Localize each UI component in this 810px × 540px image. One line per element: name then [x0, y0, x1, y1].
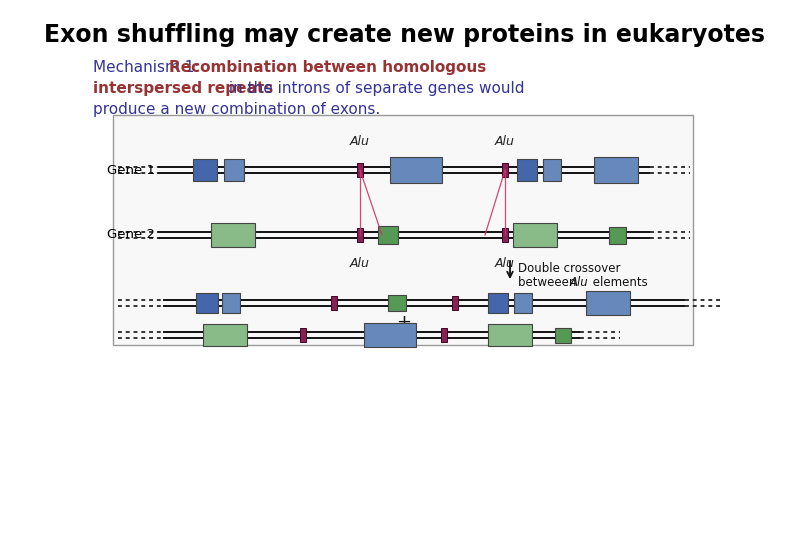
Text: elements: elements	[589, 276, 648, 289]
Bar	[594, 157, 638, 183]
Text: Alu: Alu	[350, 135, 370, 148]
Bar	[543, 159, 561, 181]
Bar	[390, 157, 442, 183]
Bar	[203, 324, 247, 346]
Bar	[452, 296, 458, 310]
Bar	[357, 228, 363, 242]
Bar	[517, 159, 537, 181]
Bar	[357, 163, 363, 177]
Text: Gene 2: Gene 2	[107, 228, 155, 241]
Bar	[388, 295, 406, 311]
Bar	[300, 328, 306, 342]
Text: Alu: Alu	[495, 135, 515, 148]
Text: Double crossover: Double crossover	[518, 262, 620, 275]
Bar	[514, 293, 532, 313]
Text: Alu: Alu	[350, 257, 370, 270]
Bar	[364, 323, 416, 347]
Bar	[378, 226, 398, 244]
Text: Alu: Alu	[570, 276, 589, 289]
Bar	[586, 291, 630, 315]
Bar	[502, 163, 508, 177]
Bar	[513, 223, 557, 247]
Text: +: +	[397, 313, 411, 331]
Bar	[441, 328, 447, 342]
Text: Mechanism 1:: Mechanism 1:	[93, 60, 204, 75]
Text: in the introns of separate genes would: in the introns of separate genes would	[224, 81, 525, 96]
Text: Recombination between homologous: Recombination between homologous	[169, 60, 486, 75]
Bar	[608, 226, 625, 244]
Bar	[555, 327, 571, 342]
Bar	[488, 324, 532, 346]
Bar	[222, 293, 240, 313]
Text: Alu: Alu	[495, 257, 515, 270]
Bar	[331, 296, 337, 310]
Bar	[224, 159, 244, 181]
Text: Gene 1: Gene 1	[107, 164, 155, 177]
Text: Exon shuffling may create new proteins in eukaryotes: Exon shuffling may create new proteins i…	[45, 23, 765, 47]
Text: interspersed repeats: interspersed repeats	[93, 81, 273, 96]
Bar	[196, 293, 218, 313]
Bar	[211, 223, 255, 247]
Text: produce a new combination of exons.: produce a new combination of exons.	[93, 102, 380, 117]
Bar	[193, 159, 217, 181]
Text: betweeen: betweeen	[518, 276, 580, 289]
Bar	[113, 115, 693, 345]
Bar	[502, 228, 508, 242]
Bar	[488, 293, 508, 313]
